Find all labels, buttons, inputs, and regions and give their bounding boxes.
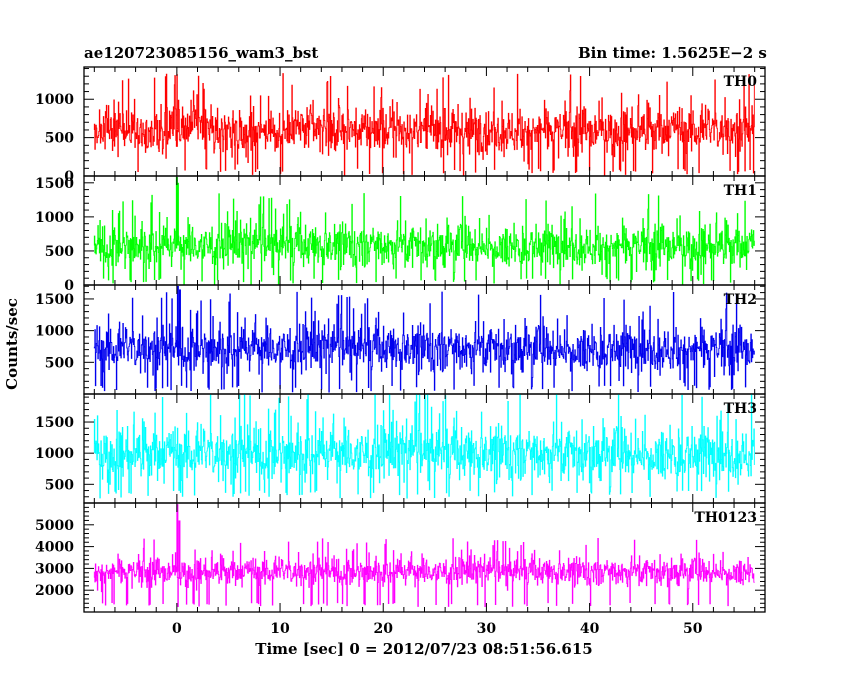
y-tick-label: 1500 xyxy=(35,292,74,308)
panel-th0123: 2000 3000 4000 5000 TH0123 xyxy=(35,502,766,613)
y-tick-label: 0 xyxy=(64,278,74,294)
y-tick-label: 500 xyxy=(45,131,74,147)
y-tick-label: 2000 xyxy=(35,583,74,599)
y-tick-label: 500 xyxy=(45,244,74,260)
panel-th0: 0 500 1000 TH0 xyxy=(35,66,766,185)
panel-frame xyxy=(83,175,766,286)
y-tick-label: 500 xyxy=(45,477,74,493)
panel-th2: 500 1000 1500 TH2 xyxy=(35,284,766,395)
panel-th3: 500 1000 1500 TH3 xyxy=(35,393,766,504)
x-tick-label: 40 xyxy=(580,621,600,637)
x-tick-label: 50 xyxy=(683,621,703,637)
x-axis-label: Time [sec] 0 = 2012/07/23 08:51:56.615 xyxy=(255,640,592,658)
x-tick-label: 10 xyxy=(270,621,290,637)
y-axis-label: Counts/sec xyxy=(3,298,21,390)
series-th0123 xyxy=(93,538,755,607)
x-tick-label: 20 xyxy=(373,621,393,637)
panel-label-th0123: TH0123 xyxy=(694,510,757,526)
y-tick-label: 1000 xyxy=(35,210,74,226)
panel-label-th1: TH1 xyxy=(724,183,757,199)
series-th3 xyxy=(93,394,755,499)
chart-title-left: ae120723085156_wam3_bst xyxy=(84,44,319,62)
panel-label-th3: TH3 xyxy=(724,401,757,417)
y-tick-label: 1500 xyxy=(35,176,74,192)
x-tick-label: 0 xyxy=(172,621,182,637)
x-tick-label: 30 xyxy=(477,621,497,637)
y-tick-label: 0 xyxy=(64,169,74,185)
y-tick-label: 1000 xyxy=(35,324,74,340)
y-tick-label: 1000 xyxy=(35,446,74,462)
series-th0 xyxy=(93,73,755,176)
panel-label-th2: TH2 xyxy=(724,292,757,308)
y-tick-label: 5000 xyxy=(35,518,74,534)
y-tick-label: 1000 xyxy=(35,92,74,108)
chart-title-right: Bin time: 1.5625E−2 s xyxy=(578,44,767,62)
y-tick-label: 3000 xyxy=(35,561,74,577)
y-tick-label: 4000 xyxy=(35,540,74,556)
series-th2 xyxy=(93,291,755,393)
panel-label-th0: TH0 xyxy=(724,74,758,90)
series-th1 xyxy=(93,193,755,285)
y-tick-label: 1500 xyxy=(35,415,74,431)
y-tick-label: 500 xyxy=(45,355,74,371)
panel-th1: 0 500 1000 1500 TH1 xyxy=(35,175,766,294)
